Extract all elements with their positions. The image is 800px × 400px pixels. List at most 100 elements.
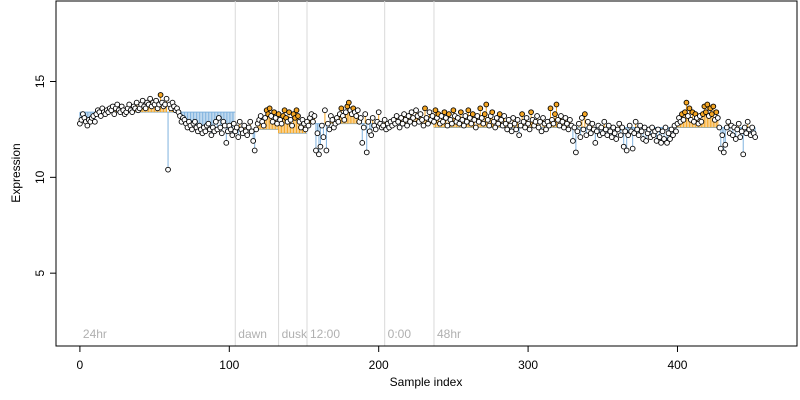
data-point [577,134,584,140]
data-point [667,136,673,142]
data-point [534,113,540,119]
data-point [483,101,490,108]
data-point [208,132,215,139]
data-point [717,145,724,152]
phase-label: dusk [282,327,308,341]
x-axis: 0 100 200 300 400 [77,345,688,372]
data-point [213,118,219,125]
data-point [431,118,437,125]
data-point [714,115,721,121]
data-point [492,124,499,131]
data-point [729,132,736,139]
x-axis-title: Sample index [390,375,463,389]
data-point [662,124,669,131]
data-point [716,124,723,131]
data-point [205,120,212,127]
data-point [314,130,321,137]
data-point [335,118,342,125]
data-point [293,107,300,114]
phase-label: 12:00 [310,327,340,341]
data-point [589,120,596,127]
data-point [236,118,243,125]
y-tick-label: 10 [33,170,47,184]
data-point [278,120,285,127]
data-point [593,128,600,135]
data-point [480,120,487,127]
data-point [260,122,267,129]
data-point [574,128,581,135]
data-point [478,115,485,121]
data-point [580,126,587,133]
data-point [565,126,572,133]
data-point [720,149,727,156]
data-point [325,120,331,127]
data-point [670,132,676,139]
data-point [468,120,475,127]
data-point [266,105,273,112]
data-point [516,132,522,139]
data-point [722,141,729,148]
data-point [440,118,446,125]
data-point [486,122,493,129]
data-point [543,126,549,133]
data-point [547,105,554,112]
data-point [253,126,260,133]
phase-labels: 24hr dawn dusk 12:00 0:00 48hr [83,327,461,341]
data-point [661,136,667,142]
data-point [368,132,375,139]
data-point [635,132,642,139]
x-tick-label: 100 [219,358,239,372]
data-point [616,120,623,127]
data-point [313,147,319,154]
data-point [163,95,170,102]
data-point [519,111,525,117]
data-point [230,120,237,127]
data-point [698,118,705,125]
x-tick-label: 200 [369,358,389,372]
data-point [320,134,327,140]
phase-separators [234,1,435,346]
data-point [363,149,370,156]
data-point [317,143,324,150]
data-point [422,105,428,112]
data-point [295,113,301,119]
y-tick-label: 15 [33,75,47,89]
data-point [571,124,578,131]
data-point [84,122,91,129]
data-point [477,105,484,112]
data-point [587,130,594,137]
data-point [528,109,534,116]
data-point [737,134,744,140]
data-point [620,143,627,150]
data-point [592,139,599,146]
y-tick-label: 5 [33,270,47,277]
data-point [498,116,505,123]
data-point [573,149,579,156]
data-point [223,139,230,146]
data-point [622,128,629,135]
data-point [623,147,630,154]
data-point [432,107,439,114]
data-point [289,122,295,129]
phase-label: 0:00 [388,327,412,341]
data-point [458,109,464,116]
data-point [235,134,242,140]
phase-label: 48hr [437,327,461,341]
data-point [638,128,645,135]
plot-frame [55,0,798,347]
data-point [341,116,348,123]
data-point [345,99,352,106]
data-point [305,122,312,129]
data-point [129,109,136,116]
data-point [147,95,153,102]
data-point [302,126,309,133]
data-point [460,122,467,129]
phase-label: 24hr [83,327,107,341]
data-point [685,113,691,119]
data-point [625,132,632,139]
data-point [525,120,531,127]
data-point [413,107,419,114]
data-point [513,126,519,133]
data-point [215,115,222,121]
data-point [229,132,236,139]
